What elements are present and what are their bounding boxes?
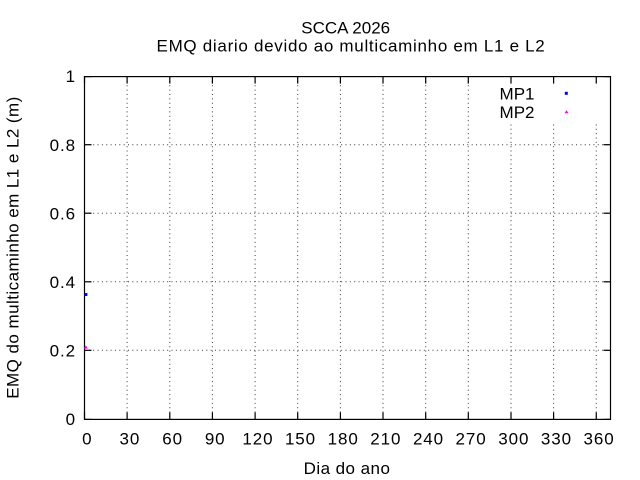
svg-text:270: 270: [456, 429, 487, 448]
svg-text:300: 300: [498, 429, 529, 448]
svg-text:360: 360: [584, 429, 615, 448]
svg-text:240: 240: [413, 429, 444, 448]
svg-text:0.6: 0.6: [50, 204, 76, 223]
svg-text:120: 120: [242, 429, 273, 448]
svg-text:330: 330: [541, 429, 572, 448]
svg-text:30: 30: [120, 429, 141, 448]
svg-text:EMQ do multicaminho em L1 e L2: EMQ do multicaminho em L1 e L2 (m): [4, 96, 23, 399]
svg-text:MP1: MP1: [500, 84, 535, 103]
svg-text:0.8: 0.8: [50, 136, 76, 155]
svg-text:210: 210: [370, 429, 401, 448]
svg-text:0.2: 0.2: [50, 341, 76, 360]
svg-text:150: 150: [285, 429, 316, 448]
svg-text:1: 1: [66, 67, 76, 86]
svg-text:0: 0: [66, 410, 76, 429]
svg-text:0: 0: [82, 429, 92, 448]
svg-text:60: 60: [162, 429, 183, 448]
svg-text:90: 90: [205, 429, 226, 448]
svg-text:0.4: 0.4: [50, 273, 76, 292]
svg-text:MP2: MP2: [500, 103, 535, 122]
svg-text:Dia do ano: Dia do ano: [304, 459, 391, 478]
svg-text:EMQ diario devido ao multicami: EMQ diario devido ao multicaminho em L1 …: [157, 37, 546, 56]
svg-text:180: 180: [328, 429, 359, 448]
svg-text:SCCA 2026: SCCA 2026: [301, 19, 390, 38]
